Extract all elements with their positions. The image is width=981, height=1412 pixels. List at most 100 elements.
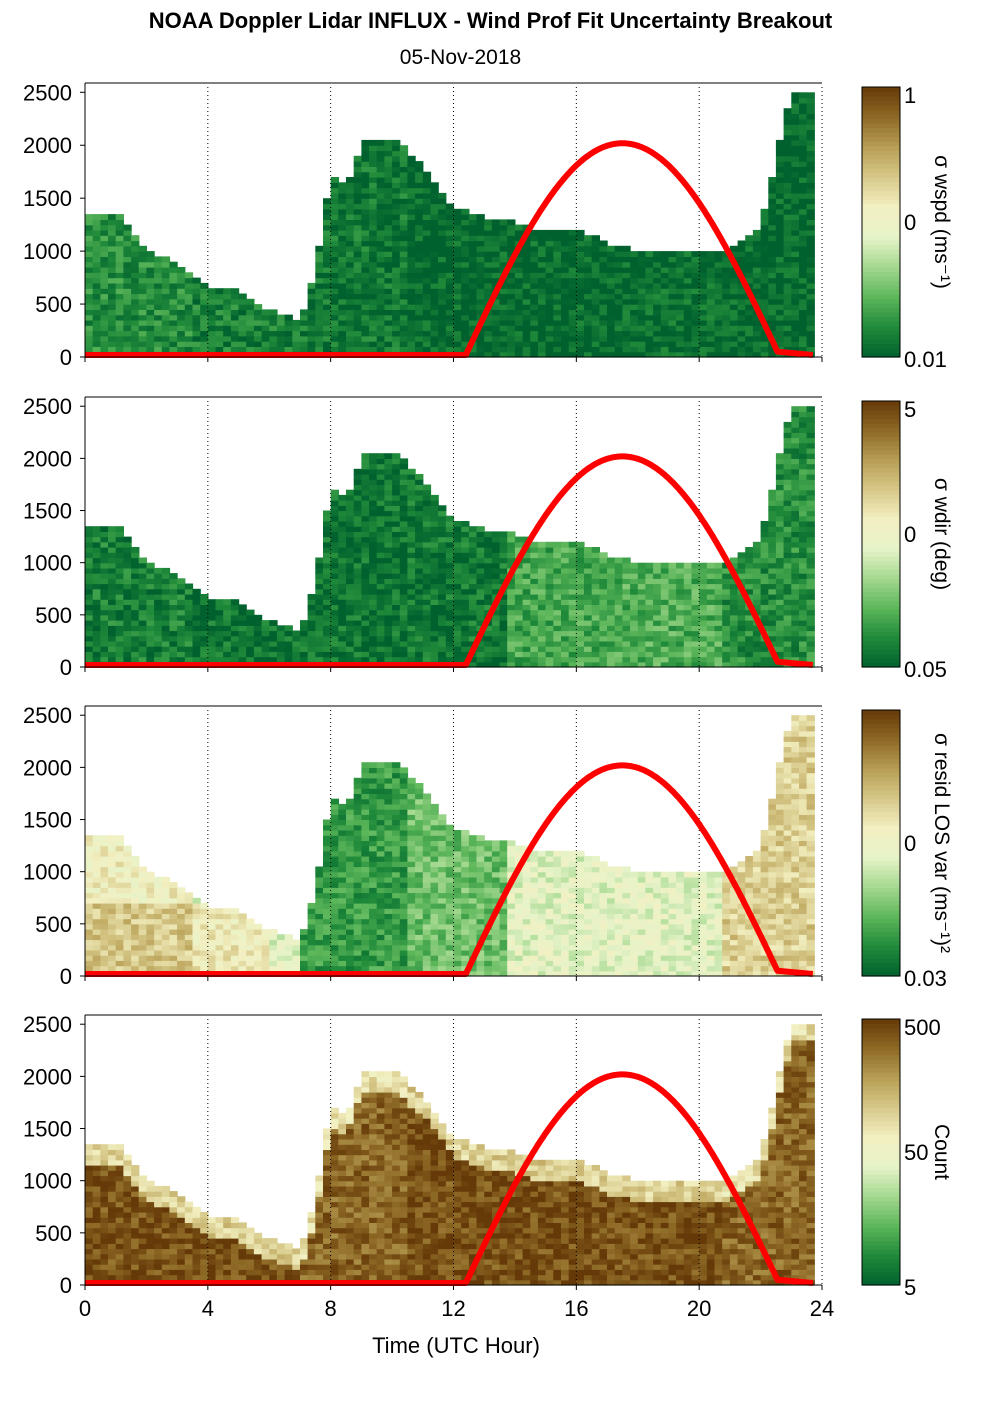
- heatmap-cell: [645, 588, 654, 595]
- heatmap-cell: [85, 646, 94, 652]
- heatmap-cell: [361, 474, 370, 480]
- heatmap-cell: [783, 113, 792, 120]
- heatmap-cell: [100, 282, 109, 289]
- heatmap-cell: [384, 453, 393, 459]
- heatmap-cell: [407, 171, 416, 178]
- heatmap-cell: [630, 630, 639, 637]
- heatmap-cell: [123, 298, 132, 305]
- heatmap-cell: [415, 489, 424, 496]
- heatmap-cell: [108, 646, 117, 652]
- heatmap-cell: [92, 630, 101, 637]
- heatmap-cell: [123, 562, 132, 569]
- heatmap-cell: [369, 341, 378, 347]
- colorbar-swatch: [862, 432, 900, 437]
- heatmap-cell: [791, 421, 800, 428]
- heatmap-cell: [714, 256, 723, 263]
- heatmap-cell: [361, 599, 370, 605]
- heatmap-cell: [369, 547, 378, 553]
- heatmap-cell: [223, 298, 232, 305]
- heatmap-cell: [123, 224, 132, 231]
- heatmap-cell: [775, 177, 785, 183]
- heatmap-cell: [253, 341, 263, 347]
- heatmap-cell: [369, 335, 378, 342]
- heatmap-cell: [108, 541, 117, 548]
- heatmap-cell: [799, 251, 808, 257]
- heatmap-cell: [346, 277, 355, 284]
- heatmap-cell: [131, 604, 140, 611]
- heatmap-cell: [668, 599, 677, 605]
- heatmap-cell: [645, 335, 654, 342]
- heatmap-cell: [530, 341, 539, 347]
- heatmap-cell: [791, 272, 800, 279]
- heatmap-cell: [338, 282, 347, 289]
- heatmap-cell: [169, 646, 178, 652]
- heatmap-cell: [369, 588, 378, 595]
- heatmap-cell: [453, 314, 462, 321]
- heatmap-cell: [783, 479, 792, 485]
- heatmap-cell: [630, 293, 639, 300]
- heatmap-cell: [806, 293, 815, 300]
- heatmap-cell: [100, 325, 109, 332]
- heatmap-cell: [223, 330, 232, 337]
- heatmap-cell: [138, 640, 147, 647]
- heatmap-cell: [246, 319, 255, 326]
- heatmap-cell: [207, 335, 217, 342]
- heatmap-cell: [184, 656, 194, 663]
- heatmap-cell: [737, 314, 746, 321]
- heatmap-cell: [453, 609, 462, 616]
- heatmap-cell: [699, 319, 708, 326]
- heatmap-cell: [284, 341, 293, 347]
- heatmap-cell: [131, 304, 140, 310]
- heatmap-cell: [138, 277, 147, 284]
- heatmap-cell: [246, 630, 255, 637]
- heatmap-cell: [522, 309, 531, 316]
- heatmap-cell: [115, 578, 124, 585]
- heatmap-cell: [238, 314, 247, 321]
- heatmap-cell: [100, 272, 109, 279]
- heatmap-cell: [323, 304, 332, 310]
- heatmap-cell: [108, 267, 117, 273]
- heatmap-cell: [445, 594, 455, 600]
- heatmap-cell: [484, 245, 493, 252]
- heatmap-cell: [568, 288, 577, 295]
- heatmap-cell: [445, 578, 455, 585]
- heatmap-cell: [607, 267, 616, 273]
- colorbar-swatch: [862, 145, 900, 151]
- heatmap-cell: [92, 908, 101, 914]
- heatmap-cell: [330, 604, 339, 611]
- heatmap-cell: [507, 588, 516, 595]
- colorbar-swatch: [862, 352, 900, 358]
- heatmap-cell: [169, 277, 178, 284]
- heatmap-cell: [369, 557, 378, 564]
- heatmap-cell: [561, 620, 570, 626]
- heatmap-cell: [161, 314, 171, 321]
- heatmap-cell: [438, 341, 447, 347]
- heatmap-cell: [622, 298, 631, 305]
- heatmap-cell: [438, 541, 447, 548]
- heatmap-cell: [699, 656, 708, 663]
- heatmap-cell: [384, 309, 393, 316]
- heatmap-cell: [453, 562, 462, 569]
- heatmap-cell: [699, 288, 708, 295]
- heatmap-cell: [645, 309, 654, 316]
- heatmap-cell: [714, 630, 723, 637]
- heatmap-cell: [806, 557, 815, 564]
- heatmap-cell: [422, 261, 432, 268]
- heatmap-cell: [85, 876, 94, 883]
- heatmap-cell: [614, 267, 623, 273]
- heatmap-cell: [752, 245, 762, 252]
- heatmap-cell: [806, 536, 815, 543]
- heatmap-cell: [92, 531, 101, 538]
- heatmap-cell: [553, 609, 562, 616]
- heatmap-cell: [453, 599, 462, 605]
- heatmap-cell: [752, 562, 762, 569]
- heatmap-cell: [637, 656, 647, 663]
- heatmap-cell: [415, 625, 424, 632]
- heatmap-cell: [108, 314, 117, 321]
- heatmap-cell: [161, 261, 171, 268]
- heatmap-cell: [653, 314, 662, 321]
- heatmap-cell: [799, 567, 808, 574]
- heatmap-cell: [338, 526, 347, 532]
- heatmap-cell: [253, 335, 263, 342]
